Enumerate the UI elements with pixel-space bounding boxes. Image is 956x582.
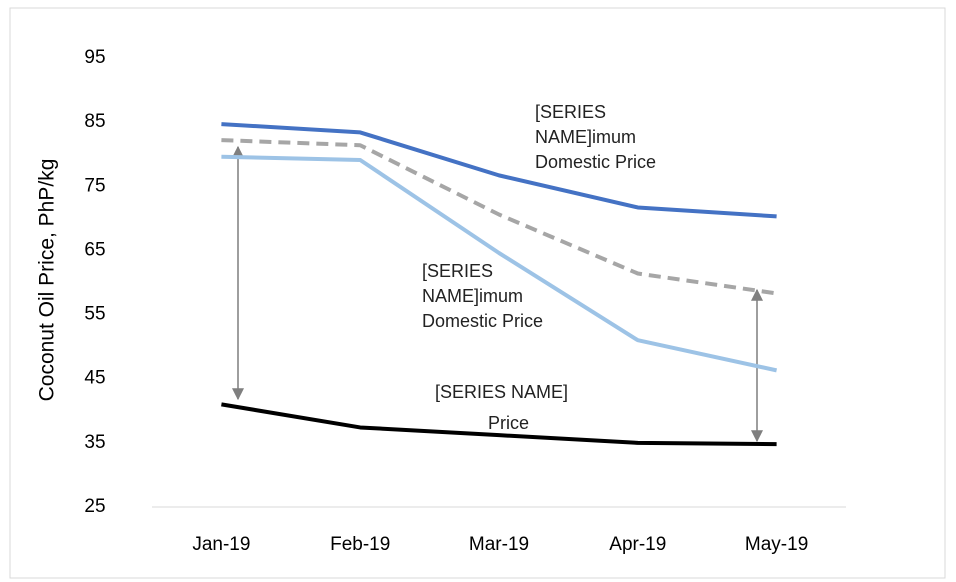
- y-tick-label: 95: [84, 47, 105, 68]
- y-tick-label: 75: [84, 175, 105, 196]
- series-line: [221, 402, 777, 447]
- chart-border: [9, 7, 946, 579]
- y-tick-label: 35: [84, 432, 105, 453]
- annotation: [SERIES: [535, 102, 606, 122]
- series-line: [221, 122, 777, 219]
- series-line: [221, 138, 777, 296]
- y-tick-label: 45: [84, 368, 105, 389]
- annotation: Domestic Price: [422, 311, 543, 331]
- y-axis-label: Coconut Oil Price, PhP/kg: [36, 159, 59, 402]
- y-tick-label: 65: [84, 239, 105, 260]
- y-tick-label: 55: [84, 304, 105, 325]
- annotation: Price: [488, 413, 529, 433]
- x-tick-label: Mar-19: [469, 534, 529, 555]
- annotation: Domestic Price: [535, 152, 656, 172]
- annotation: NAME]imum: [422, 286, 523, 306]
- x-tick-label: Feb-19: [330, 534, 390, 555]
- y-tick-label: 85: [84, 111, 105, 132]
- annotation: [SERIES: [422, 261, 493, 281]
- x-tick-label: May-19: [745, 534, 808, 555]
- x-tick-label: Jan-19: [192, 534, 250, 555]
- annotation: [SERIES NAME]: [435, 382, 568, 402]
- series-line: [221, 154, 778, 373]
- annotation: NAME]imum: [535, 127, 636, 147]
- x-tick-label: Apr-19: [609, 534, 666, 555]
- y-tick-label: 25: [84, 496, 105, 517]
